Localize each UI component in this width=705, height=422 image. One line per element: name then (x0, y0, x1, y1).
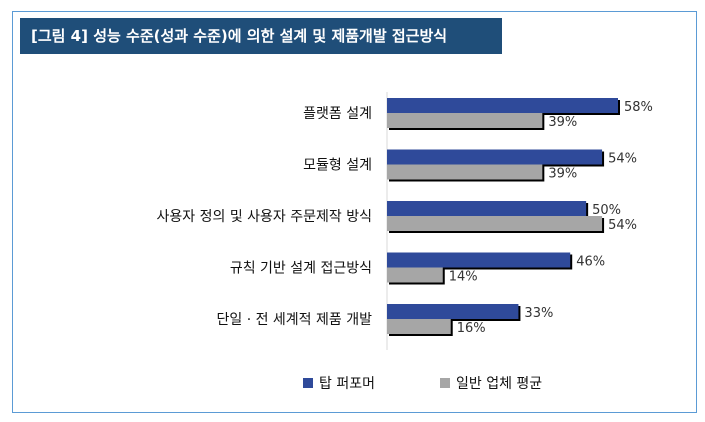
data-label: 58% (624, 100, 653, 115)
category-label: 사용자 정의 및 사용자 주문제작 방식 (157, 209, 372, 225)
legend-label-avg: 일반 업체 평균 (456, 376, 543, 392)
figure-title: [그림 4] 성능 수준(성과 수준)에 의한 설계 및 제품개발 접근방식 (20, 18, 502, 54)
data-label: 54% (608, 152, 637, 167)
bar-industry-average (387, 267, 443, 283)
bar-top-performer (387, 201, 587, 216)
category-label: 모듈형 설계 (303, 158, 372, 174)
data-label: 46% (576, 255, 605, 270)
bar-top-performer (387, 149, 603, 165)
data-label: 39% (548, 115, 577, 130)
legend-item-industry-average: 일반 업체 평균 (440, 373, 542, 393)
legend-swatch-avg (440, 378, 450, 388)
legend-label-top: 탑 퍼포머 (319, 376, 375, 392)
bar-top-performer (387, 252, 571, 268)
bar-industry-average (387, 216, 603, 231)
bar-industry-average (387, 319, 451, 334)
data-label: 33% (524, 306, 553, 321)
data-label: 39% (548, 167, 577, 182)
legend: 탑 퍼포머 일반 업체 평균 (0, 373, 705, 393)
category-label: 규칙 기반 설계 접근방식 (230, 261, 372, 277)
data-label: 16% (457, 321, 486, 336)
data-label: 50% (592, 203, 621, 218)
data-label: 54% (608, 218, 637, 233)
category-label: 단일 · 전 세계적 제품 개발 (216, 312, 372, 328)
data-label: 14% (449, 270, 478, 285)
bar-industry-average (387, 164, 543, 180)
legend-item-top-performer: 탑 퍼포머 (303, 373, 375, 393)
bar-top-performer (387, 98, 618, 113)
category-label: 플랫폼 설계 (303, 106, 372, 122)
bar-top-performer (387, 304, 519, 319)
legend-swatch-top (303, 378, 313, 388)
bar-industry-average (387, 113, 543, 128)
